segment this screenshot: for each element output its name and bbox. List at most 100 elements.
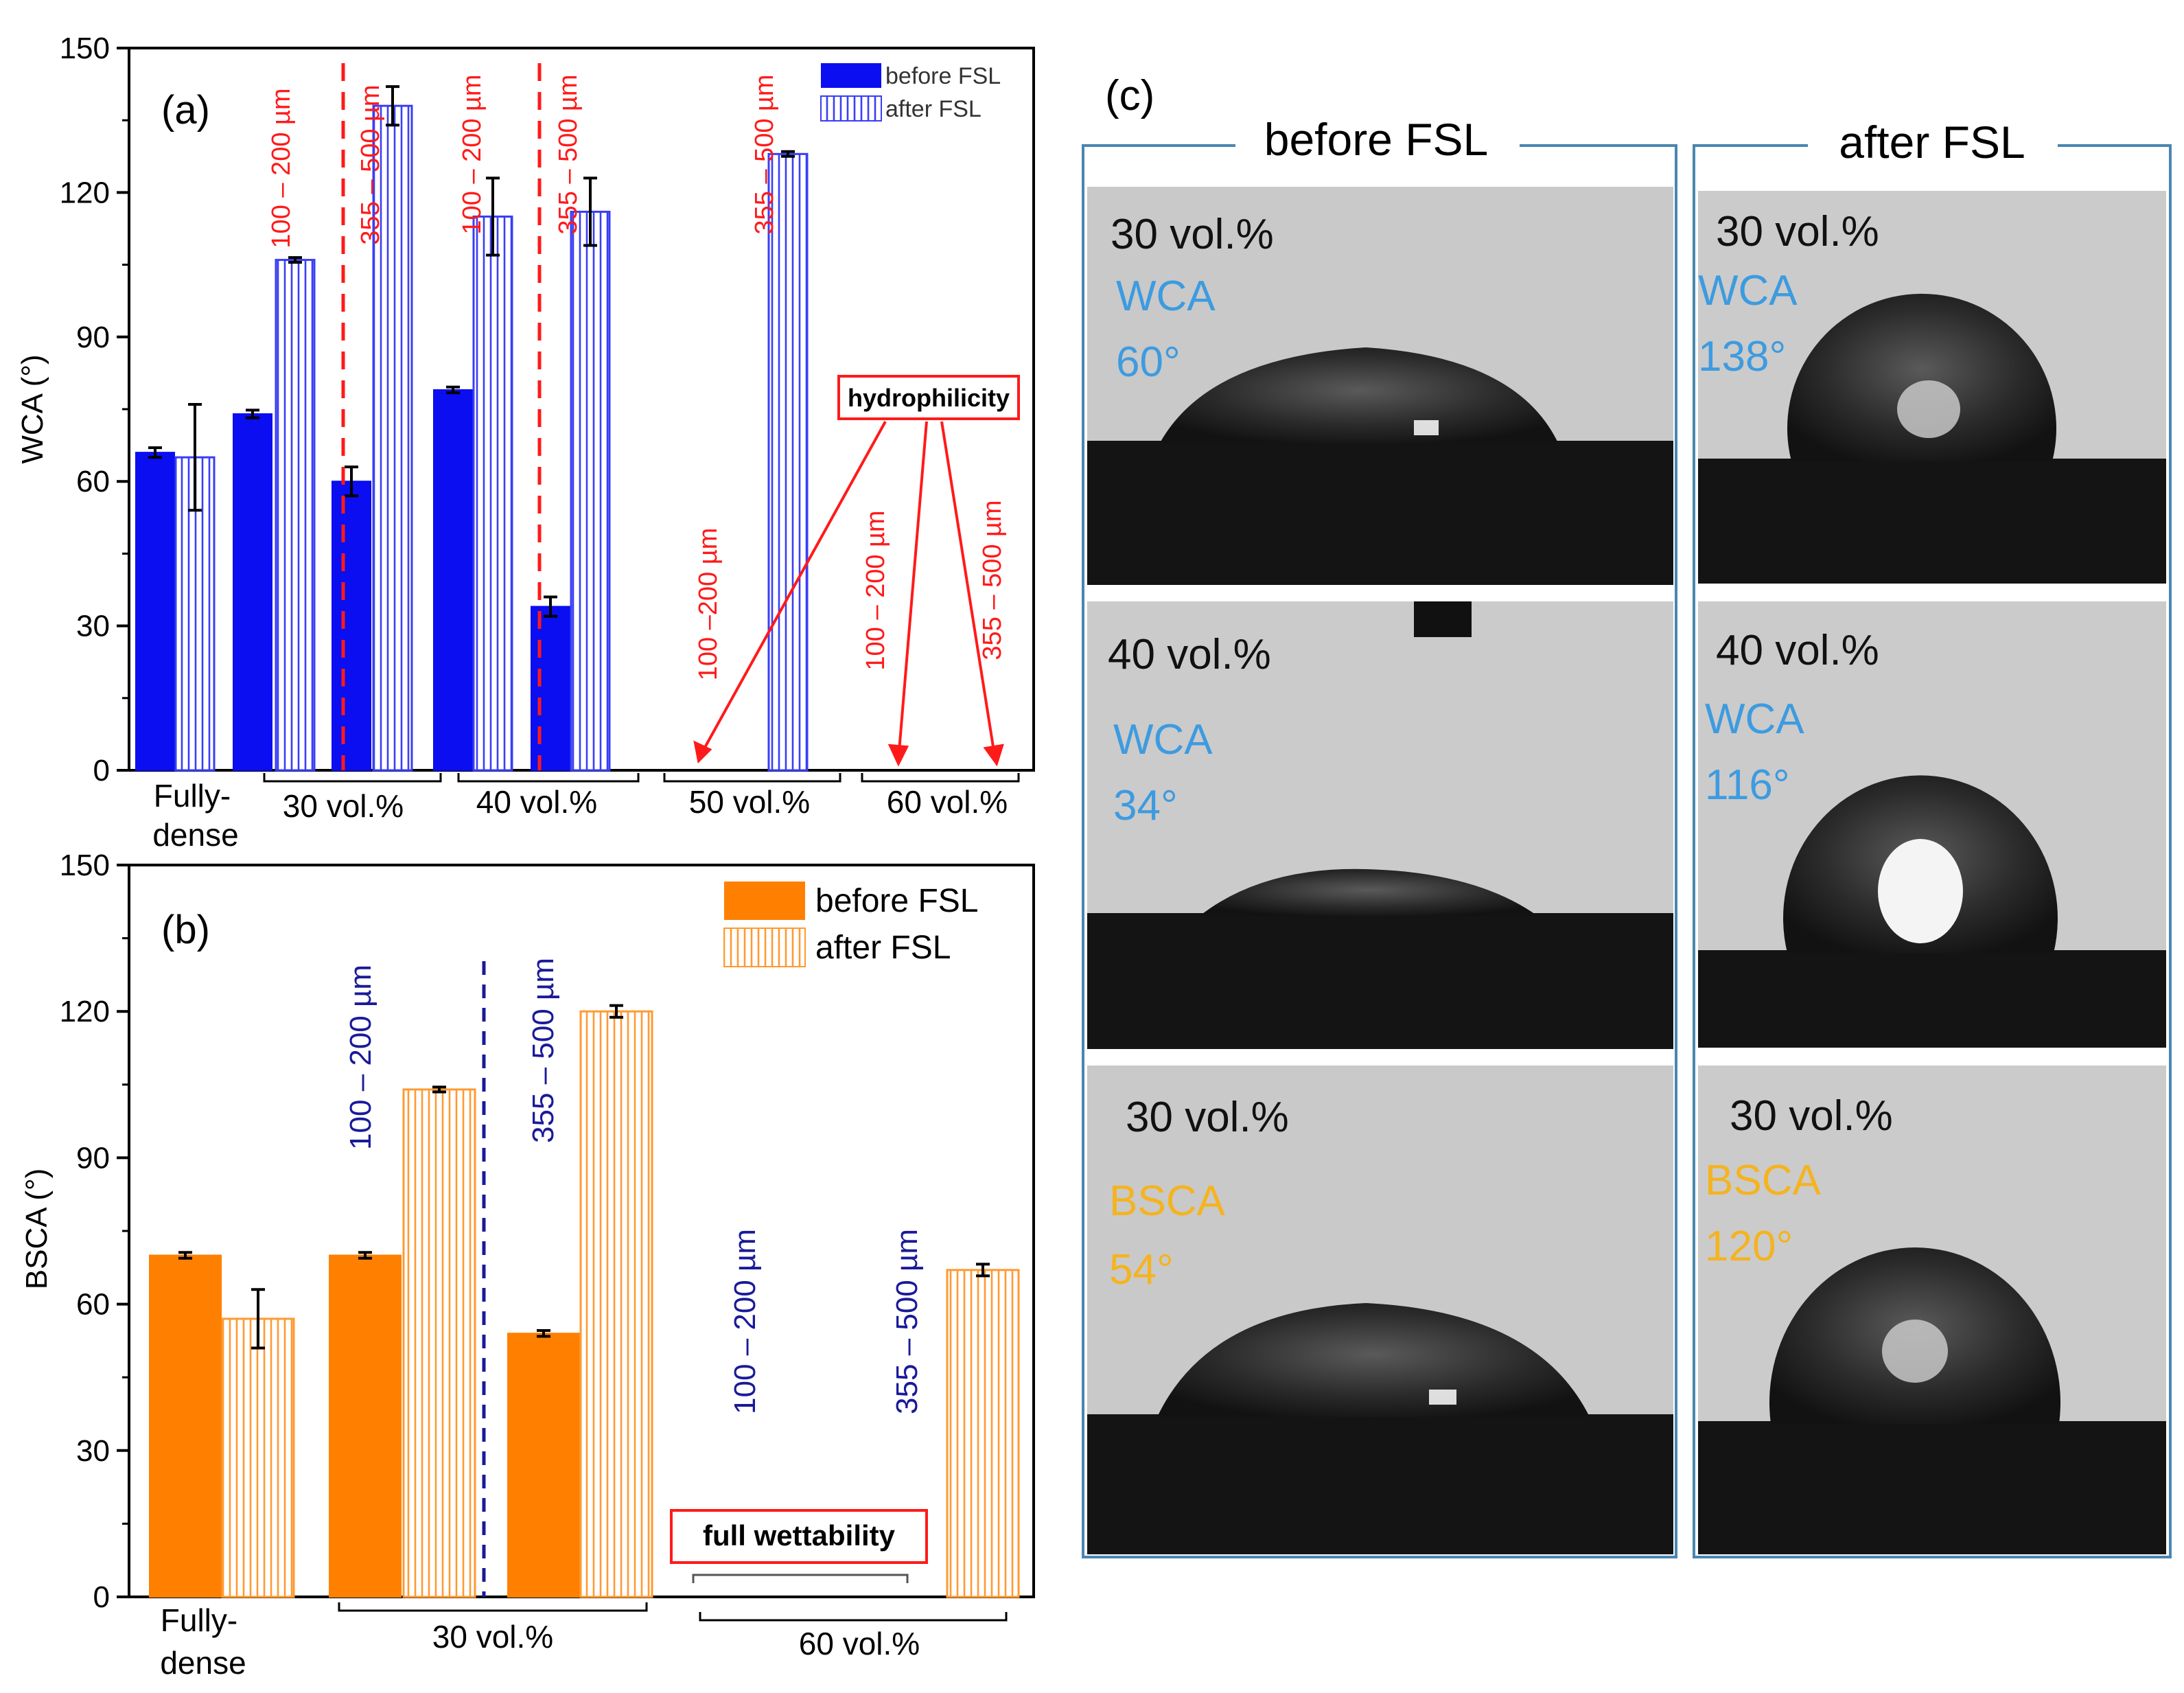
y-tick-label: 150 [60, 32, 110, 65]
frame-before-column [1082, 144, 1677, 1558]
legend-b-before-swatch [724, 882, 805, 920]
y-tick-label: 30 [76, 1434, 110, 1468]
photo-1-metric: WCA [1116, 273, 1216, 320]
label-50vol-100-200-a: 100 –200 µm [694, 528, 723, 681]
bsca-err-before-0 [178, 1251, 192, 1260]
group-a-50vol: 50 vol.% [689, 784, 810, 820]
photo-6-angle: 120° [1705, 1223, 1793, 1270]
bsca-err-before-1 [358, 1251, 372, 1260]
photo-4-angle: 116° [1705, 761, 1790, 809]
full-wettability-label: full wettability [703, 1519, 896, 1552]
panel-b-y-axis: 0 30 60 90 120 150 [60, 849, 129, 1614]
label-40vol-355-500-a: 355 – 500 µm [554, 74, 583, 234]
panel-a: 0 30 60 90 120 150 WCA (°) (a) 100 – 200 µm 3… [16, 32, 1035, 853]
wca-err-after-0 [188, 402, 202, 512]
wca-bar-before-3 [433, 389, 473, 771]
group-a-30vol: 30 vol.% [283, 788, 404, 824]
wca-bar-after-3 [472, 215, 513, 772]
wca-err-before-2 [345, 465, 358, 498]
bsca-bar-after-1 [402, 1088, 476, 1598]
legend-b-after-swatch [723, 928, 806, 967]
y-tick-label: 60 [76, 1288, 110, 1322]
col-after-title: after FSL [1839, 117, 2025, 168]
wca-bar-before-2 [332, 481, 371, 771]
photo-4-metric: WCA [1705, 695, 1804, 743]
panel-c-label: (c) [1105, 72, 1154, 119]
legend-b-after-label: after FSL [815, 930, 951, 966]
photo-1-angle: 60° [1116, 338, 1181, 386]
photo-40vol-after-wca: 40 vol.% WCA 116° [1698, 601, 2166, 1048]
photo-4-vol: 40 vol.% [1716, 627, 1879, 674]
wca-err-after-3 [486, 176, 500, 257]
label-60vol-355-500-a: 355 – 500 µm [978, 500, 1007, 660]
group-a-fully-dense-2: dense [152, 817, 238, 853]
bsca-err-before-2 [537, 1328, 550, 1338]
hydrophilicity-arrows [693, 421, 1004, 767]
group-b-fully-dense-2: dense [160, 1645, 246, 1681]
y-tick-label: 90 [76, 321, 110, 354]
photo-30vol-before-bsca: 30 vol.% BSCA 54° [1087, 1066, 1673, 1554]
legend-a-before-swatch [821, 63, 881, 88]
y-tick-label: 90 [76, 1141, 110, 1175]
bsca-bar-after-2 [579, 1010, 653, 1598]
y-tick-label: 60 [76, 465, 110, 498]
legend-a-after-label: after FSL [885, 96, 981, 122]
panel-a-ylabel: WCA (°) [16, 354, 49, 463]
panel-a-y-axis: 0 30 60 90 120 150 [60, 32, 129, 787]
panel-b-brackets [338, 1602, 1008, 1622]
group-a-60vol: 60 vol.% [887, 784, 1008, 820]
label-30vol-355-500-b: 355 – 500 µm [526, 958, 560, 1143]
wca-bar-after-4 [570, 210, 611, 772]
photo-3-vol: 40 vol.% [1108, 631, 1271, 678]
photo-40vol-before-wca: 40 vol.% WCA 34° [1087, 601, 1673, 1049]
group-a-40vol: 40 vol.% [476, 784, 597, 820]
hydrophilicity-label: hydrophilicity [848, 384, 1010, 412]
wca-bar-before-4 [531, 606, 570, 772]
group-a-fully-dense-1: Fully- [154, 778, 231, 814]
panel-c: (c) before FSL after FSL 30 vol.% WCA 60… [1082, 72, 2172, 1558]
bsca-err-after-1 [432, 1085, 446, 1094]
panel-a-brackets [263, 773, 1020, 783]
photo-6-vol: 30 vol.% [1730, 1092, 1893, 1140]
wca-bar-after-1 [275, 259, 316, 772]
wca-bar-before-1 [233, 413, 272, 771]
bsca-bar-after-0 [221, 1317, 295, 1598]
wca-err-before-3 [446, 385, 460, 395]
panel-a-bars [135, 85, 809, 772]
legend-a-before-label: before FSL [885, 63, 1001, 89]
bsca-bar-before-2 [507, 1333, 580, 1598]
photo-30vol-after-bsca: 30 vol.% BSCA 120° [1698, 1066, 2166, 1554]
label-60vol-355-500-b: 355 – 500 µm [890, 1229, 924, 1414]
label-60vol-100-200-b: 100 – 200 µm [728, 1229, 762, 1414]
wca-err-after-5 [781, 150, 795, 158]
photo-5-vol: 30 vol.% [1126, 1094, 1289, 1141]
photo-2-vol: 30 vol.% [1716, 208, 1879, 255]
label-30vol-355-500-a: 355 – 500 µm [356, 84, 385, 244]
y-tick-label: 150 [60, 849, 110, 882]
photo-30vol-after-wca: 30 vol.% WCA 138° [1698, 191, 2166, 584]
wca-err-before-4 [544, 595, 557, 618]
bsca-bar-before-0 [149, 1254, 222, 1598]
panel-b-ylabel: BSCA (°) [20, 1168, 54, 1290]
legend-a-after-swatch [820, 95, 882, 122]
y-tick-label: 120 [60, 176, 110, 209]
wca-bar-after-2 [372, 104, 413, 772]
wca-err-after-1 [288, 256, 302, 264]
bsca-bar-after-4 [946, 1269, 1020, 1598]
wca-bar-after-5 [767, 152, 809, 772]
panel-a-label: (a) [161, 88, 210, 133]
bsca-err-after-2 [609, 1004, 623, 1019]
photo-5-angle: 54° [1109, 1246, 1174, 1293]
photo-2-angle: 138° [1698, 333, 1786, 380]
group-b-30vol: 30 vol.% [432, 1619, 553, 1655]
photo-30vol-before-wca: 30 vol.% WCA 60° [1087, 187, 1673, 585]
wca-err-after-2 [386, 85, 399, 127]
y-tick-label: 120 [60, 995, 110, 1028]
legend-b-before-label: before FSL [815, 883, 978, 919]
y-tick-label: 0 [93, 754, 110, 787]
y-tick-label: 30 [76, 610, 110, 643]
frame-after-column [1693, 144, 2172, 1558]
wca-err-before-1 [246, 408, 259, 419]
bsca-err-after-4 [976, 1263, 990, 1278]
